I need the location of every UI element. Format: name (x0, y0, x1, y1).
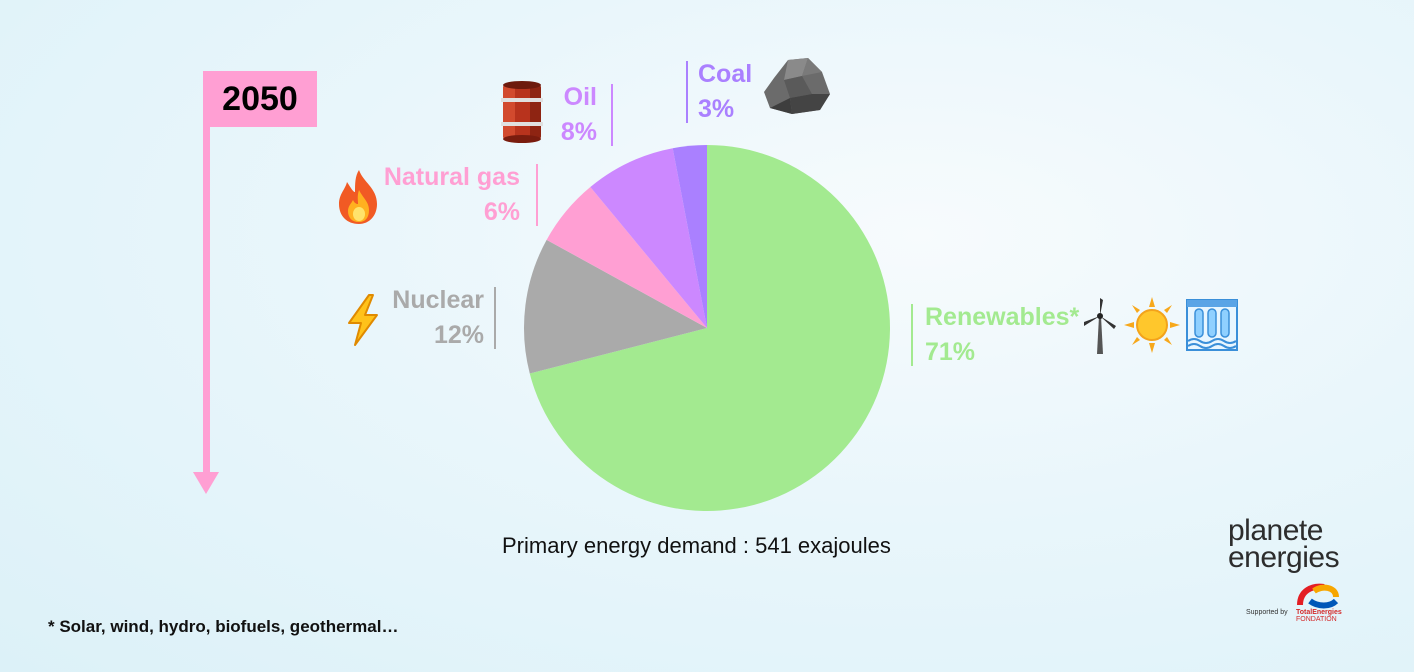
label-natural-gas-value: 6% (483, 198, 520, 226)
planete-energies-logo[interactable]: planete energies Supported by TotalEnerg… (1228, 514, 1368, 627)
label-oil: Oil 8% (550, 80, 613, 150)
label-renewables-value: 71% (925, 338, 976, 366)
year-flag: 2050 (203, 71, 317, 127)
hydro-dam-icon (1186, 299, 1238, 351)
coal-rock-icon (764, 58, 830, 114)
pie-slice-renewables (529, 145, 890, 511)
label-renewables-name: Renewables* (925, 303, 1080, 331)
label-oil-name: Oil (563, 83, 597, 111)
logo-brand: TotalEnergies FONDATION (1296, 609, 1342, 623)
label-natural-gas-name: Natural gas (383, 163, 520, 191)
totalenergies-logo-icon (1297, 583, 1339, 609)
oil-barrel-icon (501, 81, 543, 143)
timeline-arrow-shaft (203, 71, 210, 479)
label-coal: Coal 3% (686, 57, 753, 127)
flame-icon (339, 170, 377, 224)
label-coal-name: Coal (698, 60, 753, 88)
label-nuclear-name: Nuclear (392, 286, 484, 314)
pie-slice-coal (672, 145, 707, 328)
label-renewables: Renewables* 71% (911, 300, 1080, 370)
sun-icon (1124, 297, 1180, 353)
lightning-icon (348, 294, 378, 346)
label-nuclear: Nuclear 12% (365, 283, 496, 353)
logo-supported-by: Supported by (1246, 609, 1288, 616)
label-coal-value: 3% (698, 95, 735, 123)
logo-line1: planete (1228, 514, 1323, 547)
pie-slice-natural-gas (546, 186, 707, 328)
timeline-arrow-head (193, 472, 219, 494)
chart-caption: Primary energy demand : 541 exajoules (502, 533, 891, 558)
logo-line2: energies (1228, 541, 1340, 574)
pie-slice-nuclear (523, 239, 707, 374)
label-oil-value: 8% (560, 118, 597, 146)
footnote: * Solar, wind, hydro, biofuels, geotherm… (48, 617, 399, 636)
wind-turbine-icon (1084, 298, 1116, 354)
pie-slice-oil (590, 148, 707, 328)
label-nuclear-value: 12% (433, 321, 484, 349)
label-natural-gas: Natural gas 6% (368, 160, 538, 230)
